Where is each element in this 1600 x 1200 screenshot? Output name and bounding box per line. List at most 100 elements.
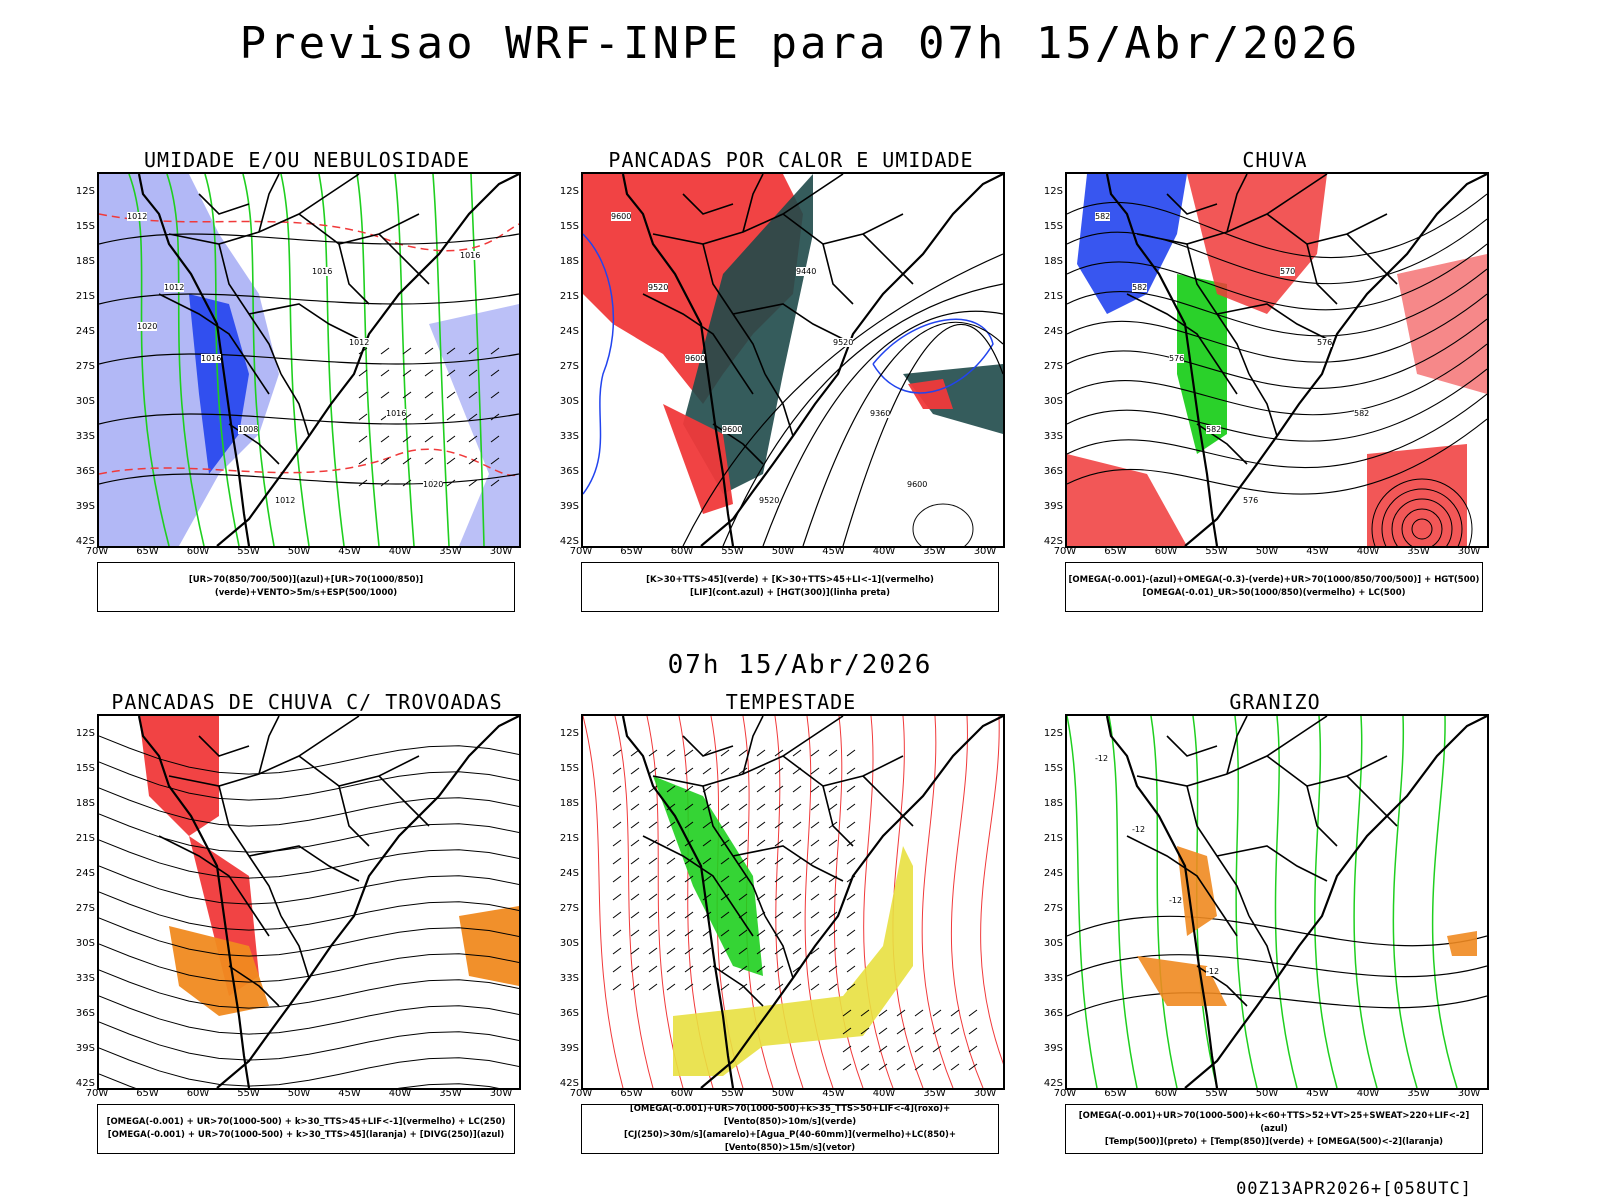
wind-vector — [612, 893, 622, 901]
wind-vector — [468, 413, 478, 421]
lon-label: 35W — [923, 546, 946, 557]
wind-vector — [896, 1045, 906, 1053]
lon-label: 50W — [287, 1088, 311, 1099]
wind-vector — [648, 893, 658, 901]
geopotential-line — [682, 253, 1003, 546]
height-contour — [1067, 218, 1487, 285]
wind-vector — [684, 821, 694, 829]
wind-vector — [846, 965, 856, 973]
wind-vector — [702, 803, 712, 811]
wind-vector — [828, 767, 838, 775]
state-border — [1226, 716, 1248, 775]
legend-box: [K>30+TTS>45](verde) + [K>30+TTS>45+LI<-… — [581, 562, 999, 612]
wind-vector — [914, 1027, 924, 1035]
wind-vector — [446, 347, 456, 355]
wind-vector — [612, 785, 622, 793]
panel-storm: TEMPESTADE 12S 15S 18S 21S 24S 27S 30S 33S 36S 39S… — [541, 690, 1061, 1160]
contour-label: 9520 — [759, 496, 780, 505]
wind-vector — [684, 749, 694, 757]
wind-vector — [490, 391, 500, 399]
lon-label: 30W — [1457, 1088, 1481, 1099]
wind-vector — [846, 893, 856, 901]
wind-vector — [846, 911, 856, 919]
streamline — [99, 865, 519, 905]
wind-vector — [380, 391, 390, 399]
legend-box: [OMEGA(-0.001)+UR>70(1000-500)+k<60+TTS>… — [1065, 1104, 1483, 1154]
wind-vector — [402, 457, 412, 465]
thickness-line — [99, 448, 519, 477]
wind-vector — [914, 1045, 924, 1053]
humid-core-area — [189, 294, 249, 474]
wind-vector — [612, 875, 622, 883]
lat-label: 33S — [75, 431, 95, 442]
wind-vector — [810, 893, 820, 901]
wind-vector — [380, 347, 390, 355]
lat-label: 12S — [75, 186, 95, 197]
wind-vector — [702, 875, 712, 883]
wind-vector — [738, 839, 748, 847]
contour-label: 9600 — [907, 480, 928, 489]
panel-rain: CHUVA 12S 15S 18S 21S 24S 27S 30S 33S 36S 39S 42S 70… — [1025, 148, 1545, 618]
temp850-contour — [1067, 716, 1098, 1088]
lat-label: 21S — [75, 291, 95, 302]
legend-line: [OMEGA(-0.001)+UR>70(1000-500)+k<60+TTS>… — [1078, 1110, 1470, 1134]
height-contour — [1067, 343, 1487, 416]
panel-thunder-showers: PANCADAS DE CHUVA C/ TROVOADAS 12S 15S 18S 2… — [57, 690, 577, 1160]
wind-vector — [738, 893, 748, 901]
lon-label: 65W — [1104, 546, 1127, 557]
lat-label: 36S — [559, 1008, 579, 1019]
wind-vector — [666, 947, 676, 955]
wind-vector — [666, 965, 676, 973]
lon-label: 50W — [771, 1088, 795, 1099]
wind-vector — [424, 369, 434, 377]
state-border — [1126, 835, 1238, 937]
lon-label: 60W — [1154, 546, 1178, 557]
lat-label: 24S — [559, 326, 579, 337]
lat-label: 42S — [1043, 536, 1063, 547]
legend-line: [LIF](cont.azul) + [HGT(300)](linha pret… — [689, 588, 891, 598]
lon-label: 30W — [489, 1088, 513, 1099]
wind-vector — [828, 983, 838, 991]
wind-vector — [846, 983, 856, 991]
wind-vector — [828, 947, 838, 955]
wind-vector — [774, 803, 784, 811]
lat-label: 27S — [559, 361, 579, 372]
wind-vector — [630, 929, 640, 937]
contour-label: 576 — [1169, 354, 1185, 363]
pressure-isobar — [99, 413, 519, 425]
lon-label: 35W — [1407, 1088, 1430, 1099]
lon-label: 40W — [872, 1088, 896, 1099]
wind-vector — [648, 839, 658, 847]
wind-vector — [380, 457, 390, 465]
wind-vector — [648, 803, 658, 811]
coastline — [1184, 716, 1487, 1088]
lat-label: 15S — [1043, 221, 1063, 232]
state-border — [258, 174, 280, 233]
wind-vector — [792, 875, 802, 883]
temp850-contour — [1108, 716, 1138, 1088]
contour-label: 576 — [1317, 338, 1333, 347]
wind-vector — [828, 965, 838, 973]
lon-label: 60W — [670, 546, 694, 557]
wind-vector — [774, 857, 784, 865]
state-border — [642, 835, 754, 937]
state-border — [652, 716, 844, 787]
lat-label: 12S — [1043, 186, 1063, 197]
wind-vector — [684, 785, 694, 793]
legend-box: [OMEGA(-0.001) + UR>70(1000-500) + k>30_… — [97, 1104, 515, 1154]
contour-label: -12 — [1095, 754, 1109, 763]
state-border — [378, 775, 430, 827]
wind-vector — [774, 767, 784, 775]
wind-vector — [720, 965, 730, 973]
lat-label: 21S — [1043, 833, 1063, 844]
lon-label: 70W — [1053, 1088, 1077, 1099]
wind-vector — [810, 785, 820, 793]
lat-label: 42S — [559, 1078, 579, 1089]
lon-label: 65W — [136, 546, 159, 557]
wind-vector — [648, 785, 658, 793]
legend-line: [Temp(500)](preto) + [Temp(850)](verde) … — [1104, 1136, 1444, 1147]
lon-label: 70W — [569, 546, 593, 557]
height-contour — [1067, 243, 1487, 311]
wind-vector — [738, 857, 748, 865]
wind-vector — [774, 947, 784, 955]
